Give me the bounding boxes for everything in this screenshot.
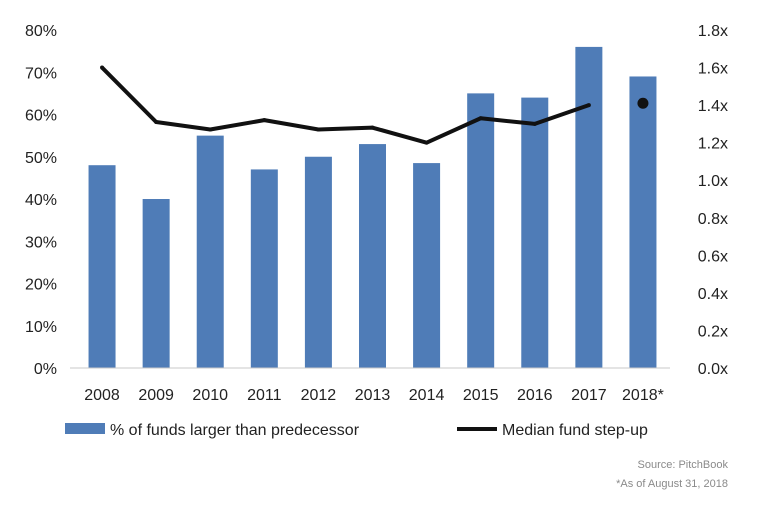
bar [359,144,386,368]
line-point [208,127,213,132]
bar [521,97,549,368]
legend-swatch-bars [65,423,105,434]
right-tick-label: 0.2x [698,323,728,340]
x-tick-label: 2011 [247,387,282,404]
left-tick-label: 70% [25,65,57,82]
bar [413,163,441,368]
bar [250,169,278,368]
bar [88,165,116,368]
legend: % of funds larger than predecessor Media… [65,422,648,439]
left-tick-label: 10% [25,319,57,336]
right-tick-label: 1.4x [698,98,728,115]
left-tick-label: 60% [25,108,57,125]
right-tick-label: 0.4x [698,286,728,303]
x-tick-label: 2012 [301,387,337,404]
x-tick-label: 2014 [409,387,445,404]
x-tick-label: 2016 [517,387,553,404]
line-point [532,121,537,126]
x-tick-label: 2015 [463,387,499,404]
right-tick-label: 0.8x [698,211,728,228]
right-tick-label: 1.0x [698,173,728,190]
right-tick-label: 0.6x [698,248,728,265]
left-tick-label: 50% [25,150,57,167]
line-point [370,125,375,130]
right-axis: 0.0x 0.2x 0.4x 0.6x 0.8x 1.0x 1.2x 1.4x 1.6x 1.8x [698,23,728,378]
legend-label-bars: % of funds larger than predecessor [110,422,360,439]
line-point [316,127,321,132]
x-tick-label: 2018* [622,387,664,404]
left-tick-label: 0% [34,361,57,378]
line-point [586,103,591,108]
line-series [100,65,649,145]
line-point [262,118,267,123]
bar [467,93,495,368]
footnote: *As of August 31, 2018 [616,478,728,490]
bar [304,156,332,368]
step-up-line [100,66,590,145]
bar [196,135,224,368]
legend-label-line: Median fund step-up [502,422,648,439]
bar-series [88,46,657,369]
source-note: Source: PitchBook [638,459,729,471]
bar [575,46,603,369]
x-tick-label: 2013 [355,387,391,404]
left-tick-label: 20% [25,277,57,294]
left-tick-label: 30% [25,234,57,251]
right-tick-label: 1.8x [698,23,728,40]
left-tick-label: 80% [25,23,57,40]
x-axis: 2008 2009 2010 2011 2012 2013 2014 2015 2016 2017… [84,387,664,404]
x-tick-label: 2010 [192,387,228,404]
line-point [154,120,159,125]
bar [142,199,170,368]
left-tick-label: 40% [25,192,57,209]
right-tick-label: 0.0x [698,361,728,378]
estimate-marker [637,97,649,109]
line-point [478,116,483,121]
bar [629,76,657,368]
x-tick-label: 2009 [138,387,174,404]
line-point [424,140,429,145]
x-tick-label: 2017 [571,387,607,404]
right-tick-label: 1.2x [698,136,728,153]
line-point [100,65,105,70]
right-tick-label: 1.6x [698,61,728,78]
x-tick-label: 2008 [84,387,120,404]
left-axis: 0% 10% 20% 30% 40% 50% 60% 70% 80% [25,23,57,378]
